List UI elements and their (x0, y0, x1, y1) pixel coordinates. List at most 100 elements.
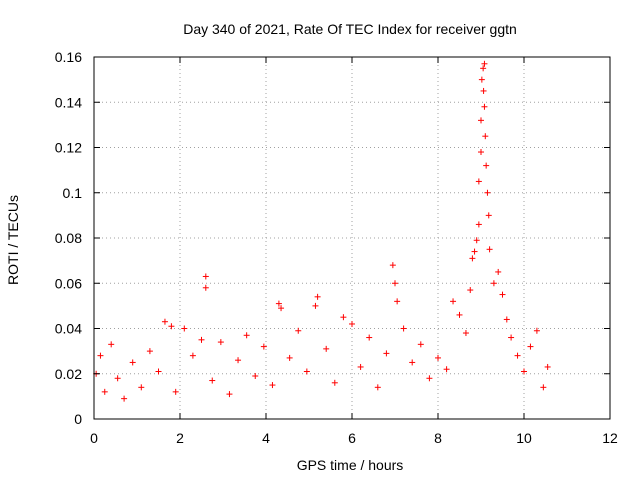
data-point (480, 65, 487, 72)
data-point (400, 325, 407, 332)
data-point (469, 255, 476, 262)
data-point (486, 246, 493, 253)
data-point (101, 388, 108, 395)
data-point (303, 368, 310, 375)
data-point (456, 311, 463, 318)
x-tick-label: 2 (176, 430, 184, 446)
data-point (426, 375, 433, 382)
data-point (314, 293, 321, 300)
grid-lines (94, 57, 610, 419)
data-point (527, 343, 534, 350)
data-point (482, 133, 489, 140)
data-point (473, 237, 480, 244)
data-point (275, 300, 282, 307)
data-point (323, 345, 330, 352)
data-point (392, 280, 398, 287)
data-point (435, 354, 441, 361)
data-point (202, 273, 209, 280)
data-point (481, 60, 488, 67)
data-point (269, 382, 276, 389)
data-point (514, 352, 521, 359)
data-point (286, 354, 293, 361)
y-tick-label: 0.04 (55, 321, 82, 337)
axis-ticks (93, 56, 611, 420)
data-point (312, 302, 319, 309)
data-point (349, 320, 355, 327)
data-point (366, 334, 373, 341)
data-point (490, 280, 497, 287)
data-point (503, 316, 510, 323)
data-point (161, 318, 168, 325)
x-tick-label: 4 (262, 430, 270, 446)
data-point (97, 352, 104, 359)
y-axis-label: ROTI / TECUs (5, 195, 21, 285)
y-tick-label: 0.1 (63, 185, 83, 201)
data-point (138, 384, 145, 391)
data-point (462, 330, 469, 337)
data-point (198, 336, 205, 343)
data-point (533, 327, 540, 334)
data-point (475, 221, 482, 228)
data-point (389, 262, 396, 269)
data-point (481, 103, 488, 110)
data-point (235, 357, 242, 364)
data-point (485, 212, 492, 219)
x-tick-label: 12 (602, 430, 618, 446)
data-point (495, 268, 502, 275)
data-point (260, 343, 267, 350)
data-point (357, 363, 364, 370)
data-point (155, 368, 162, 375)
data-point (172, 388, 179, 395)
data-point (202, 284, 209, 291)
data-point (417, 341, 424, 348)
data-point (209, 377, 216, 384)
data-point (226, 391, 233, 398)
data-point (480, 87, 487, 94)
data-point (471, 248, 478, 255)
data-point (331, 379, 338, 386)
x-tick-label: 8 (434, 430, 442, 446)
y-tick-label: 0.12 (55, 140, 82, 156)
data-point (540, 384, 547, 391)
data-point (114, 375, 121, 382)
y-tick-label: 0.06 (55, 275, 82, 291)
data-point (409, 359, 416, 366)
y-tick-label: 0.14 (55, 94, 82, 110)
x-tick-label: 6 (348, 430, 356, 446)
data-point (295, 327, 302, 334)
y-tick-label: 0.02 (55, 366, 82, 382)
data-point (508, 334, 515, 341)
y-tick-label: 0.08 (55, 230, 82, 246)
data-point (475, 178, 482, 185)
y-tick-label: 0.16 (55, 49, 82, 65)
data-point (129, 359, 136, 366)
data-point (146, 348, 153, 355)
data-point (521, 368, 527, 375)
data-point (467, 287, 474, 294)
data-point (499, 291, 506, 298)
data-point (450, 298, 457, 305)
x-axis-label: GPS time / hours (297, 457, 404, 473)
data-point (478, 76, 485, 83)
data-point (394, 298, 401, 305)
data-point (443, 366, 450, 373)
x-tick-label: 0 (90, 430, 98, 446)
data-point (544, 363, 551, 370)
x-tick-labels: 0 2 4 6 8 10 12 (90, 430, 618, 446)
data-point (278, 305, 285, 312)
data-point (243, 332, 250, 339)
y-tick-labels: 0 0.02 0.04 0.06 0.08 0.1 0.12 0.14 0.16 (55, 49, 82, 427)
data-point (252, 373, 259, 380)
data-point (108, 341, 115, 348)
data-point (217, 339, 224, 346)
x-tick-label: 10 (516, 430, 532, 446)
data-point (168, 323, 175, 330)
data-point (383, 350, 390, 357)
y-tick-label: 0 (74, 411, 82, 427)
data-points (93, 60, 551, 402)
data-point (189, 352, 196, 359)
data-point (478, 117, 484, 124)
